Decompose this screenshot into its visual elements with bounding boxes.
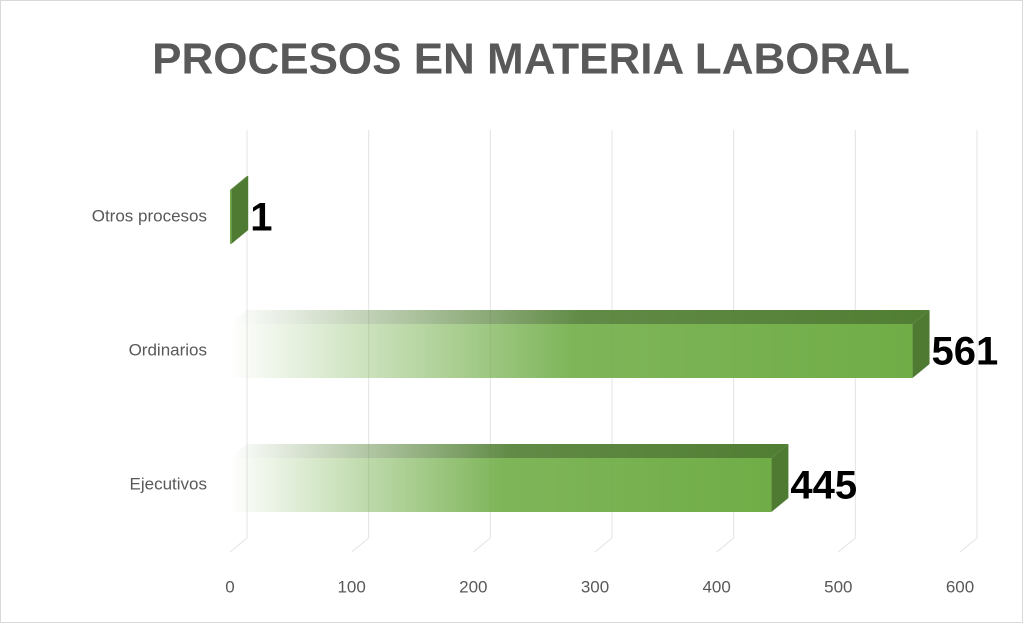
x-tick-label: 200	[459, 577, 487, 596]
data-label: 561	[932, 330, 999, 374]
grid-line	[351, 130, 370, 553]
grid-line	[473, 130, 491, 553]
grid-line	[594, 130, 613, 553]
grid-line	[838, 130, 856, 553]
chart-title: PROCESOS EN MATERIA LABORAL	[152, 35, 910, 84]
bar-side	[912, 310, 930, 378]
bar-front	[230, 324, 913, 378]
bar-top	[230, 176, 249, 190]
x-tick-label: 0	[225, 577, 234, 596]
bar	[230, 310, 930, 378]
bar-top	[230, 310, 930, 324]
x-tick-label: 600	[946, 577, 974, 596]
data-label: 1	[250, 196, 272, 240]
x-tick-label: 300	[581, 577, 609, 596]
bar-top	[230, 444, 789, 458]
data-label: 445	[790, 464, 857, 508]
x-tick-label: 400	[702, 577, 730, 596]
y-tick-label: Ordinarios	[129, 340, 207, 359]
bar-front	[230, 458, 772, 512]
x-tick-label: 500	[824, 577, 852, 596]
bar	[230, 444, 789, 512]
bar-front	[230, 190, 232, 244]
bar-side	[771, 444, 789, 512]
grid-line	[959, 130, 978, 553]
y-tick-label: Ejecutivos	[130, 474, 207, 493]
grid-line	[716, 130, 735, 553]
bar	[230, 176, 249, 244]
grid-line	[229, 130, 248, 553]
y-tick-label: Otros procesos	[92, 206, 207, 225]
bar-side	[231, 176, 249, 244]
x-tick-label: 100	[337, 577, 365, 596]
